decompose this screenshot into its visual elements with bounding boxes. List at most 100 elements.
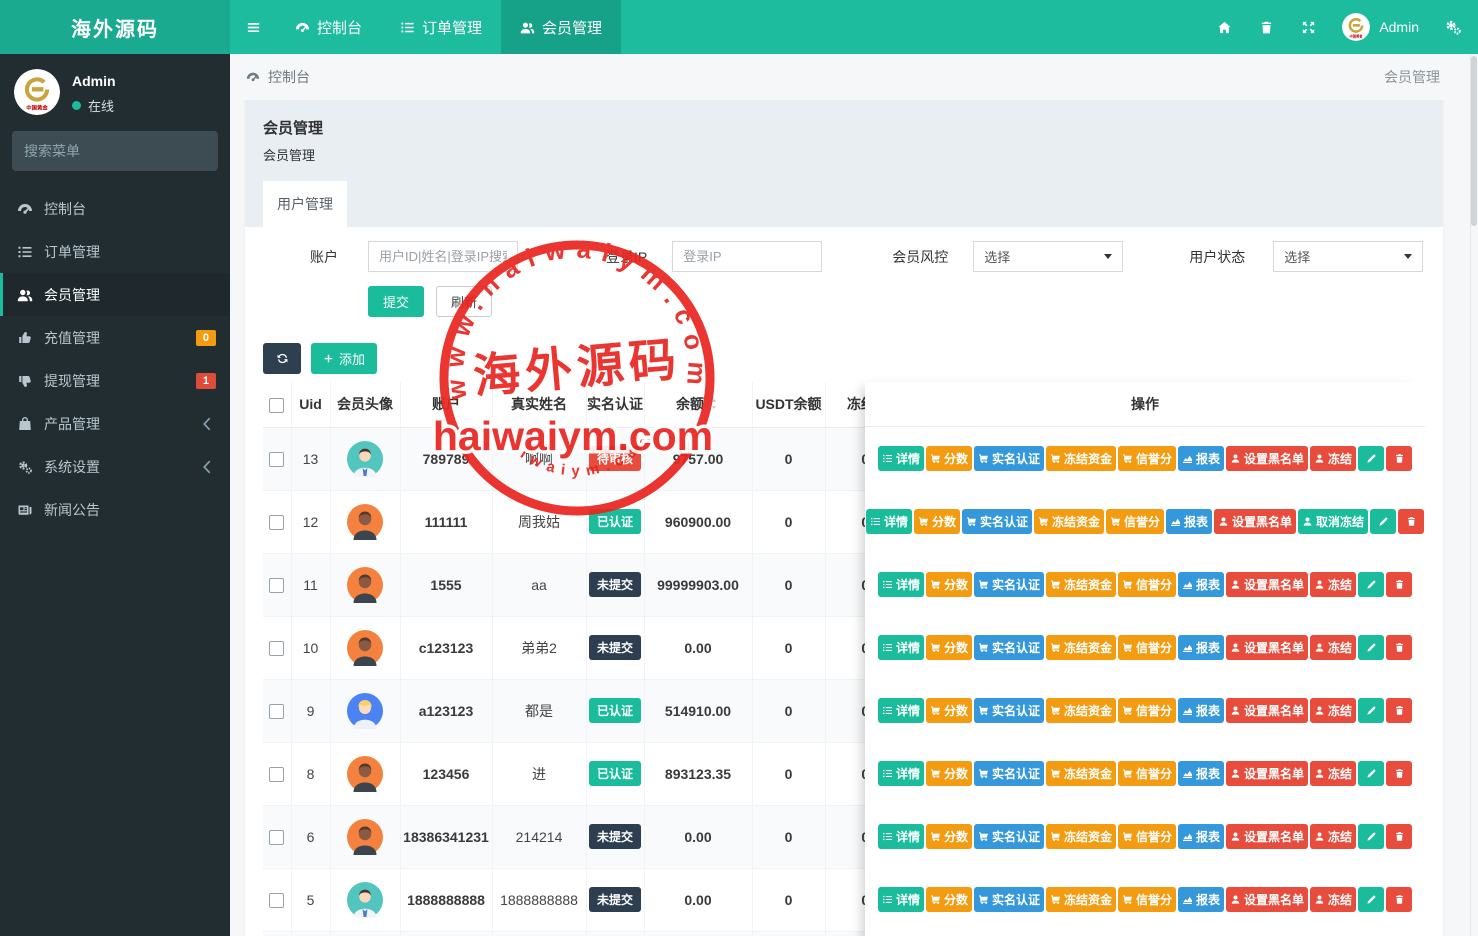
blacklist-button[interactable]: 设置黑名单 xyxy=(1226,572,1309,597)
score-button[interactable]: 分数 xyxy=(913,509,960,534)
breadcrumb-left[interactable]: 控制台 xyxy=(268,69,310,85)
credit-button[interactable]: 信誉分 xyxy=(1118,761,1177,786)
realname-button[interactable]: 实名认证 xyxy=(961,509,1032,534)
report-button[interactable]: 报表 xyxy=(1178,572,1225,597)
sidebar-item-withdraw[interactable]: 提现管理 1 xyxy=(0,359,230,402)
row-checkbox[interactable] xyxy=(269,766,285,782)
edit-button[interactable] xyxy=(1358,572,1385,597)
delete-button[interactable] xyxy=(1386,635,1413,660)
delete-button[interactable] xyxy=(1386,761,1413,786)
nav-item-orders[interactable]: 订单管理 xyxy=(381,0,501,54)
blacklist-button[interactable]: 设置黑名单 xyxy=(1226,635,1309,660)
sidebar-item-recharge[interactable]: 充值管理 0 xyxy=(0,316,230,359)
freeze-funds-button[interactable]: 冻结资金 xyxy=(1033,509,1104,534)
row-checkbox[interactable] xyxy=(269,577,285,593)
freeze-funds-button[interactable]: 冻结资金 xyxy=(1045,887,1116,912)
blacklist-button[interactable]: 设置黑名单 xyxy=(1226,887,1309,912)
realname-button[interactable]: 实名认证 xyxy=(973,698,1044,723)
detail-button[interactable]: 详情 xyxy=(877,824,924,849)
report-button[interactable]: 报表 xyxy=(1178,698,1225,723)
blacklist-button[interactable]: 设置黑名单 xyxy=(1226,698,1309,723)
detail-button[interactable]: 详情 xyxy=(877,698,924,723)
sidebar-item-orders[interactable]: 订单管理 xyxy=(0,230,230,273)
realname-button[interactable]: 实名认证 xyxy=(973,887,1044,912)
report-button[interactable]: 报表 xyxy=(1166,509,1213,534)
score-button[interactable]: 分数 xyxy=(925,824,972,849)
table-refresh-button[interactable] xyxy=(263,343,301,374)
page-scrollbar[interactable] xyxy=(1470,54,1478,936)
user-menu[interactable]: Admin xyxy=(1329,13,1432,41)
edit-button[interactable] xyxy=(1358,761,1385,786)
submit-button[interactable]: 提交 xyxy=(368,286,425,317)
edit-button[interactable] xyxy=(1358,887,1385,912)
detail-button[interactable]: 详情 xyxy=(877,887,924,912)
scrollbar-thumb[interactable] xyxy=(1471,56,1477,226)
brand-logo[interactable]: 海外源码 xyxy=(0,0,230,54)
detail-button[interactable]: 详情 xyxy=(877,761,924,786)
realname-button[interactable]: 实名认证 xyxy=(973,446,1044,471)
delete-button[interactable] xyxy=(1386,824,1413,849)
credit-button[interactable]: 信誉分 xyxy=(1118,572,1177,597)
risk-select[interactable]: 选择 xyxy=(973,241,1124,272)
sidebar-item-products[interactable]: 产品管理 xyxy=(0,402,230,445)
blacklist-button[interactable]: 设置黑名单 xyxy=(1226,446,1309,471)
report-button[interactable]: 报表 xyxy=(1178,761,1225,786)
row-checkbox[interactable] xyxy=(269,451,285,467)
row-checkbox[interactable] xyxy=(269,514,285,530)
tab-user-management[interactable]: 用户管理 xyxy=(263,181,347,227)
menu-toggle-button[interactable] xyxy=(230,0,276,54)
unfreeze-button[interactable]: 取消冻结 xyxy=(1298,509,1369,534)
sidebar-item-settings[interactable]: 系统设置 xyxy=(0,445,230,488)
delete-button[interactable] xyxy=(1386,887,1413,912)
realname-button[interactable]: 实名认证 xyxy=(973,824,1044,849)
account-search-input[interactable] xyxy=(368,241,518,272)
edit-button[interactable] xyxy=(1358,446,1385,471)
detail-button[interactable]: 详情 xyxy=(865,509,912,534)
edit-button[interactable] xyxy=(1370,509,1397,534)
freeze-button[interactable]: 冻结 xyxy=(1310,887,1357,912)
credit-button[interactable]: 信誉分 xyxy=(1106,509,1165,534)
blacklist-button[interactable]: 设置黑名单 xyxy=(1214,509,1297,534)
realname-button[interactable]: 实名认证 xyxy=(973,635,1044,660)
row-checkbox[interactable] xyxy=(269,703,285,719)
sidebar-item-dashboard[interactable]: 控制台 xyxy=(0,187,230,230)
home-button[interactable] xyxy=(1203,0,1245,54)
freeze-button[interactable]: 冻结 xyxy=(1310,824,1357,849)
report-button[interactable]: 报表 xyxy=(1178,887,1225,912)
score-button[interactable]: 分数 xyxy=(925,761,972,786)
credit-button[interactable]: 信誉分 xyxy=(1118,446,1177,471)
sidebar-item-news[interactable]: 新闻公告 xyxy=(0,488,230,531)
freeze-funds-button[interactable]: 冻结资金 xyxy=(1045,698,1116,723)
edit-button[interactable] xyxy=(1358,698,1385,723)
delete-button[interactable] xyxy=(1386,446,1413,471)
freeze-funds-button[interactable]: 冻结资金 xyxy=(1045,446,1116,471)
freeze-funds-button[interactable]: 冻结资金 xyxy=(1045,824,1116,849)
col-header[interactable]: 余额 xyxy=(644,382,753,428)
nav-item-members[interactable]: 会员管理 xyxy=(501,0,622,54)
credit-button[interactable]: 信誉分 xyxy=(1118,824,1177,849)
clear-cache-button[interactable] xyxy=(1245,0,1287,54)
realname-button[interactable]: 实名认证 xyxy=(973,761,1044,786)
score-button[interactable]: 分数 xyxy=(925,635,972,660)
freeze-button[interactable]: 冻结 xyxy=(1310,635,1357,660)
freeze-button[interactable]: 冻结 xyxy=(1310,446,1357,471)
delete-button[interactable] xyxy=(1386,572,1413,597)
credit-button[interactable]: 信誉分 xyxy=(1118,635,1177,660)
freeze-button[interactable]: 冻结 xyxy=(1310,698,1357,723)
row-checkbox[interactable] xyxy=(269,829,285,845)
freeze-button[interactable]: 冻结 xyxy=(1310,572,1357,597)
refresh-button[interactable]: 刷新 xyxy=(436,286,493,317)
sidebar-item-members[interactable]: 会员管理 xyxy=(0,273,230,316)
credit-button[interactable]: 信誉分 xyxy=(1118,887,1177,912)
sidebar-search-input[interactable] xyxy=(24,143,205,159)
delete-button[interactable] xyxy=(1386,698,1413,723)
freeze-button[interactable]: 冻结 xyxy=(1310,761,1357,786)
report-button[interactable]: 报表 xyxy=(1178,635,1225,660)
settings-button[interactable] xyxy=(1432,0,1474,54)
detail-button[interactable]: 详情 xyxy=(877,635,924,660)
edit-button[interactable] xyxy=(1358,635,1385,660)
edit-button[interactable] xyxy=(1358,824,1385,849)
score-button[interactable]: 分数 xyxy=(925,887,972,912)
report-button[interactable]: 报表 xyxy=(1178,824,1225,849)
select-all-checkbox[interactable] xyxy=(269,397,285,413)
